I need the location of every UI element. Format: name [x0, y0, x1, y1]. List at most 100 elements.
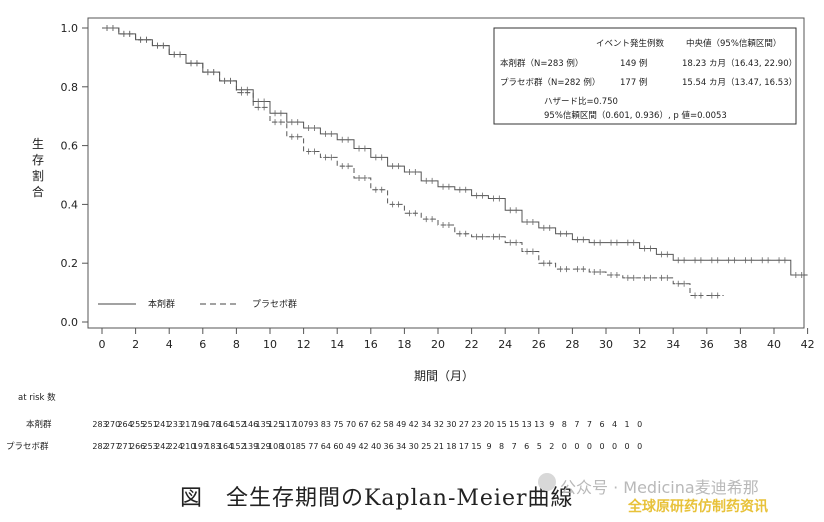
censor-mark: [306, 148, 312, 155]
risk-value: 49: [346, 442, 356, 451]
censor-mark: [664, 274, 670, 281]
censor-mark: [591, 269, 597, 276]
censor-mark: [144, 36, 150, 43]
x-tick-label: 22: [465, 338, 479, 351]
censor-mark: [306, 124, 312, 131]
censor-mark: [558, 266, 564, 273]
risk-value: 0: [625, 442, 630, 451]
x-tick-label: 8: [233, 338, 240, 351]
censor-mark: [580, 266, 586, 273]
series-line-placebo: [102, 27, 724, 297]
x-tick-label: 14: [330, 338, 344, 351]
censor-mark: [591, 239, 597, 246]
censor-mark: [597, 269, 603, 276]
info-row-2-group: プラセボ群（N=282 例）: [500, 77, 600, 88]
censor-mark: [675, 280, 681, 287]
risk-value: 34: [396, 442, 406, 451]
censor-mark: [631, 239, 637, 246]
risk-value: 42: [358, 442, 368, 451]
risk-value: 18: [446, 442, 456, 451]
risk-value: 6: [599, 420, 604, 429]
risk-value: 139: [243, 442, 258, 451]
risk-value: 164: [218, 420, 233, 429]
svg-text:生存割合: 生存割合: [32, 137, 44, 199]
risk-value: 34: [421, 420, 431, 429]
censor-mark: [574, 266, 580, 273]
censor-mark: [356, 145, 362, 152]
censor-mark: [261, 104, 267, 111]
censor-mark: [423, 177, 429, 184]
risk-value: 117: [281, 420, 296, 429]
censor-mark: [658, 251, 664, 258]
censor-mark: [160, 42, 166, 49]
censor-mark: [188, 60, 194, 67]
censor-mark: [474, 192, 480, 199]
risk-value: 101: [281, 442, 296, 451]
x-tick-label: 36: [700, 338, 714, 351]
risk-value: 8: [562, 420, 567, 429]
censor-mark: [339, 163, 345, 170]
censor-mark: [507, 207, 513, 214]
risk-value: 196: [193, 420, 208, 429]
risk-value: 0: [587, 442, 592, 451]
censor-mark: [648, 245, 654, 252]
risk-value: 5: [537, 442, 542, 451]
censor-mark: [681, 280, 687, 287]
y-tick-label: 0.2: [61, 257, 79, 270]
plot-frame: [87, 17, 805, 329]
censor-mark: [295, 133, 301, 140]
info-row-1-group: 本剤群（N=283 例）: [500, 58, 583, 69]
censor-mark: [664, 251, 670, 258]
censor-mark: [440, 221, 446, 228]
censor-mark: [406, 210, 412, 217]
censor-mark: [457, 186, 463, 193]
censor-mark: [390, 201, 396, 208]
censor-mark: [110, 25, 116, 31]
censor-mark: [345, 136, 351, 143]
risk-value: 0: [612, 442, 617, 451]
censor-mark: [547, 224, 553, 231]
censor-mark: [356, 174, 362, 181]
censor-mark: [255, 104, 261, 111]
censor-mark: [322, 154, 328, 161]
y-label-char: 生: [32, 137, 44, 151]
risk-value: 255: [130, 420, 145, 429]
risk-value: 0: [574, 442, 579, 451]
series-layer: [102, 25, 808, 299]
censor-mark: [681, 257, 687, 264]
risk-value: 21: [434, 442, 444, 451]
censor-mark: [698, 257, 704, 264]
risk-value: 0: [637, 442, 642, 451]
risk-value: 135: [256, 420, 271, 429]
censor-mark: [715, 292, 721, 299]
censor-mark: [289, 119, 295, 126]
x-tick-label: 28: [565, 338, 579, 351]
censor-mark: [272, 119, 278, 126]
info-row-1-events: 149 例: [620, 58, 647, 69]
risk-value: 70: [346, 420, 356, 429]
censor-mark: [362, 145, 368, 152]
risk-value: 9: [549, 420, 554, 429]
risk-value: 62: [371, 420, 381, 429]
censor-mark: [530, 219, 536, 226]
censor-mark: [463, 230, 469, 237]
risk-value: 58: [384, 420, 394, 429]
censor-mark: [373, 154, 379, 161]
censor-mark: [675, 257, 681, 264]
risk-value: 264: [117, 420, 132, 429]
censor-mark: [289, 133, 295, 140]
censor-mark: [625, 274, 631, 281]
censor-mark: [490, 195, 496, 202]
censor-mark: [238, 89, 244, 96]
censor-mark: [194, 60, 200, 67]
risk-value: 8: [499, 442, 504, 451]
x-tick-label: 6: [199, 338, 206, 351]
x-tick-label: 4: [166, 338, 173, 351]
censor-mark: [642, 274, 648, 281]
censor-mark: [614, 271, 620, 278]
risk-value: 13: [534, 420, 544, 429]
risk-value: 49: [396, 420, 406, 429]
y-axis-ticks: 0.0 0.2 0.4 0.6 0.8 1.0: [61, 22, 88, 329]
risk-value: 23: [471, 420, 481, 429]
risk-value: 30: [409, 442, 419, 451]
